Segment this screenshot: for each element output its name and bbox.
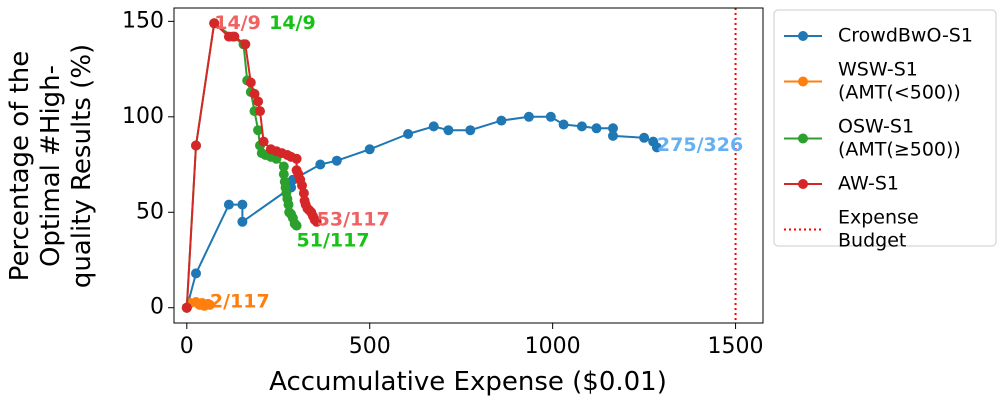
legend-item-aw-s1: AW-S1: [784, 173, 899, 195]
data-point-osw-s1: [278, 161, 289, 172]
x-tick-label: 0: [180, 334, 194, 359]
y-tick-label: 100: [122, 104, 164, 129]
annotation-label: 51/117: [297, 229, 370, 251]
data-point-crowdbwo-s1: [403, 129, 414, 139]
data-point-wsw-s1: [204, 299, 215, 310]
data-point-osw-s1: [291, 220, 302, 231]
legend-swatch-marker: [798, 179, 808, 189]
data-point-crowdbwo-s1: [237, 199, 248, 210]
data-point-aw-s1: [229, 31, 240, 42]
data-point-aw-s1: [253, 96, 264, 107]
data-point-crowdbwo-s1: [331, 155, 342, 166]
x-axis-label: Accumulative Expense ($0.01): [269, 367, 667, 397]
data-point-crowdbwo-s1: [591, 123, 602, 134]
data-point-crowdbwo-s1: [576, 121, 587, 132]
data-point-crowdbwo-s1: [237, 216, 248, 227]
data-point-crowdbwo-s1: [465, 125, 476, 136]
legend-swatch-marker: [798, 133, 808, 144]
data-point-crowdbwo-s1: [558, 119, 569, 130]
data-point-crowdbwo-s1: [428, 121, 439, 132]
x-tick-label: 1500: [708, 334, 764, 359]
annotation-label: 14/9: [269, 12, 316, 34]
y-axis-label-line-2: Optimal #High-: [36, 65, 66, 267]
legend-swatch-marker: [798, 76, 808, 87]
data-point-crowdbwo-s1: [651, 142, 662, 153]
data-point-aw-s1: [209, 18, 220, 29]
legend-label: Budget: [838, 230, 906, 252]
data-point-crowdbwo-s1: [545, 111, 556, 122]
data-point-aw-s1: [255, 106, 265, 117]
legend-label: AW-S1: [838, 173, 899, 195]
x-tick-label: 500: [349, 334, 391, 359]
legend-label: (AMT(≥500)): [838, 139, 961, 161]
data-point-crowdbwo-s1: [608, 130, 618, 141]
legend-label: Expense: [838, 207, 919, 229]
annotation-label: 275/326: [657, 134, 743, 156]
legend-item-osw-s1: OSW-S1(AMT(≥500)): [784, 116, 961, 161]
legend-item-crowdbwo-s1: CrowdBwO-S1: [784, 25, 973, 47]
legend-label: WSW-S1: [838, 59, 918, 81]
data-point-osw-s1: [278, 169, 289, 180]
plot-clip-group: [181, 8, 737, 323]
data-point-aw-s1: [245, 77, 256, 88]
legend-box: [773, 9, 997, 247]
data-point-crowdbwo-s1: [496, 115, 507, 126]
legend-label: CrowdBwO-S1: [838, 25, 973, 47]
legend-swatch-marker: [798, 31, 808, 41]
data-point-crowdbwo-s1: [223, 199, 234, 210]
data-point-osw-s1: [253, 125, 264, 136]
y-tick-label: 150: [122, 8, 164, 33]
y-tick-label: 0: [150, 295, 164, 320]
data-point-crowdbwo-s1: [315, 159, 326, 170]
data-point-crowdbwo-s1: [639, 132, 650, 143]
legend-label: (AMT(<500)): [838, 82, 961, 104]
data-point-aw-s1: [297, 180, 307, 191]
x-tick-label: 1000: [525, 334, 581, 359]
data-point-aw-s1: [191, 140, 201, 151]
data-point-crowdbwo-s1: [443, 125, 454, 136]
y-axis-label-line-1: Percentage of the: [5, 51, 35, 282]
data-point-aw-s1: [258, 136, 269, 147]
axes: 0 500 1000 1500 0 50 100 150: [122, 7, 764, 359]
annotation-label: 14/9: [214, 12, 261, 34]
annotation-label: 53/117: [317, 208, 390, 230]
data-point-crowdbwo-s1: [608, 123, 618, 134]
data-point-aw-s1: [240, 39, 251, 50]
data-point-aw-s1: [249, 88, 260, 99]
y-axis-label: Percentage of the Optimal #High- quality…: [5, 44, 97, 288]
data-point-aw-s1: [291, 153, 302, 164]
annotation-label: 2/117: [210, 291, 270, 313]
y-axis-label-line-3: quality Results (%): [67, 44, 97, 288]
plot-frame: [173, 7, 764, 324]
data-point-osw-s1: [283, 199, 294, 210]
y-tick-label: 50: [136, 199, 164, 224]
data-point-crowdbwo-s1: [191, 268, 201, 279]
legend-label: OSW-S1: [838, 116, 914, 138]
data-point-crowdbwo-s1: [364, 144, 375, 155]
legend-item-wsw-s1: WSW-S1(AMT(<500)): [784, 59, 961, 104]
data-point-crowdbwo-s1: [523, 111, 534, 122]
data-point-aw-s1: [298, 188, 309, 199]
data-point-aw-s1: [311, 216, 322, 227]
data-point-aw-s1: [181, 302, 192, 313]
legend: CrowdBwO-S1 WSW-S1(AMT(<500)) OSW-S1(AMT(≥…: [773, 9, 997, 252]
